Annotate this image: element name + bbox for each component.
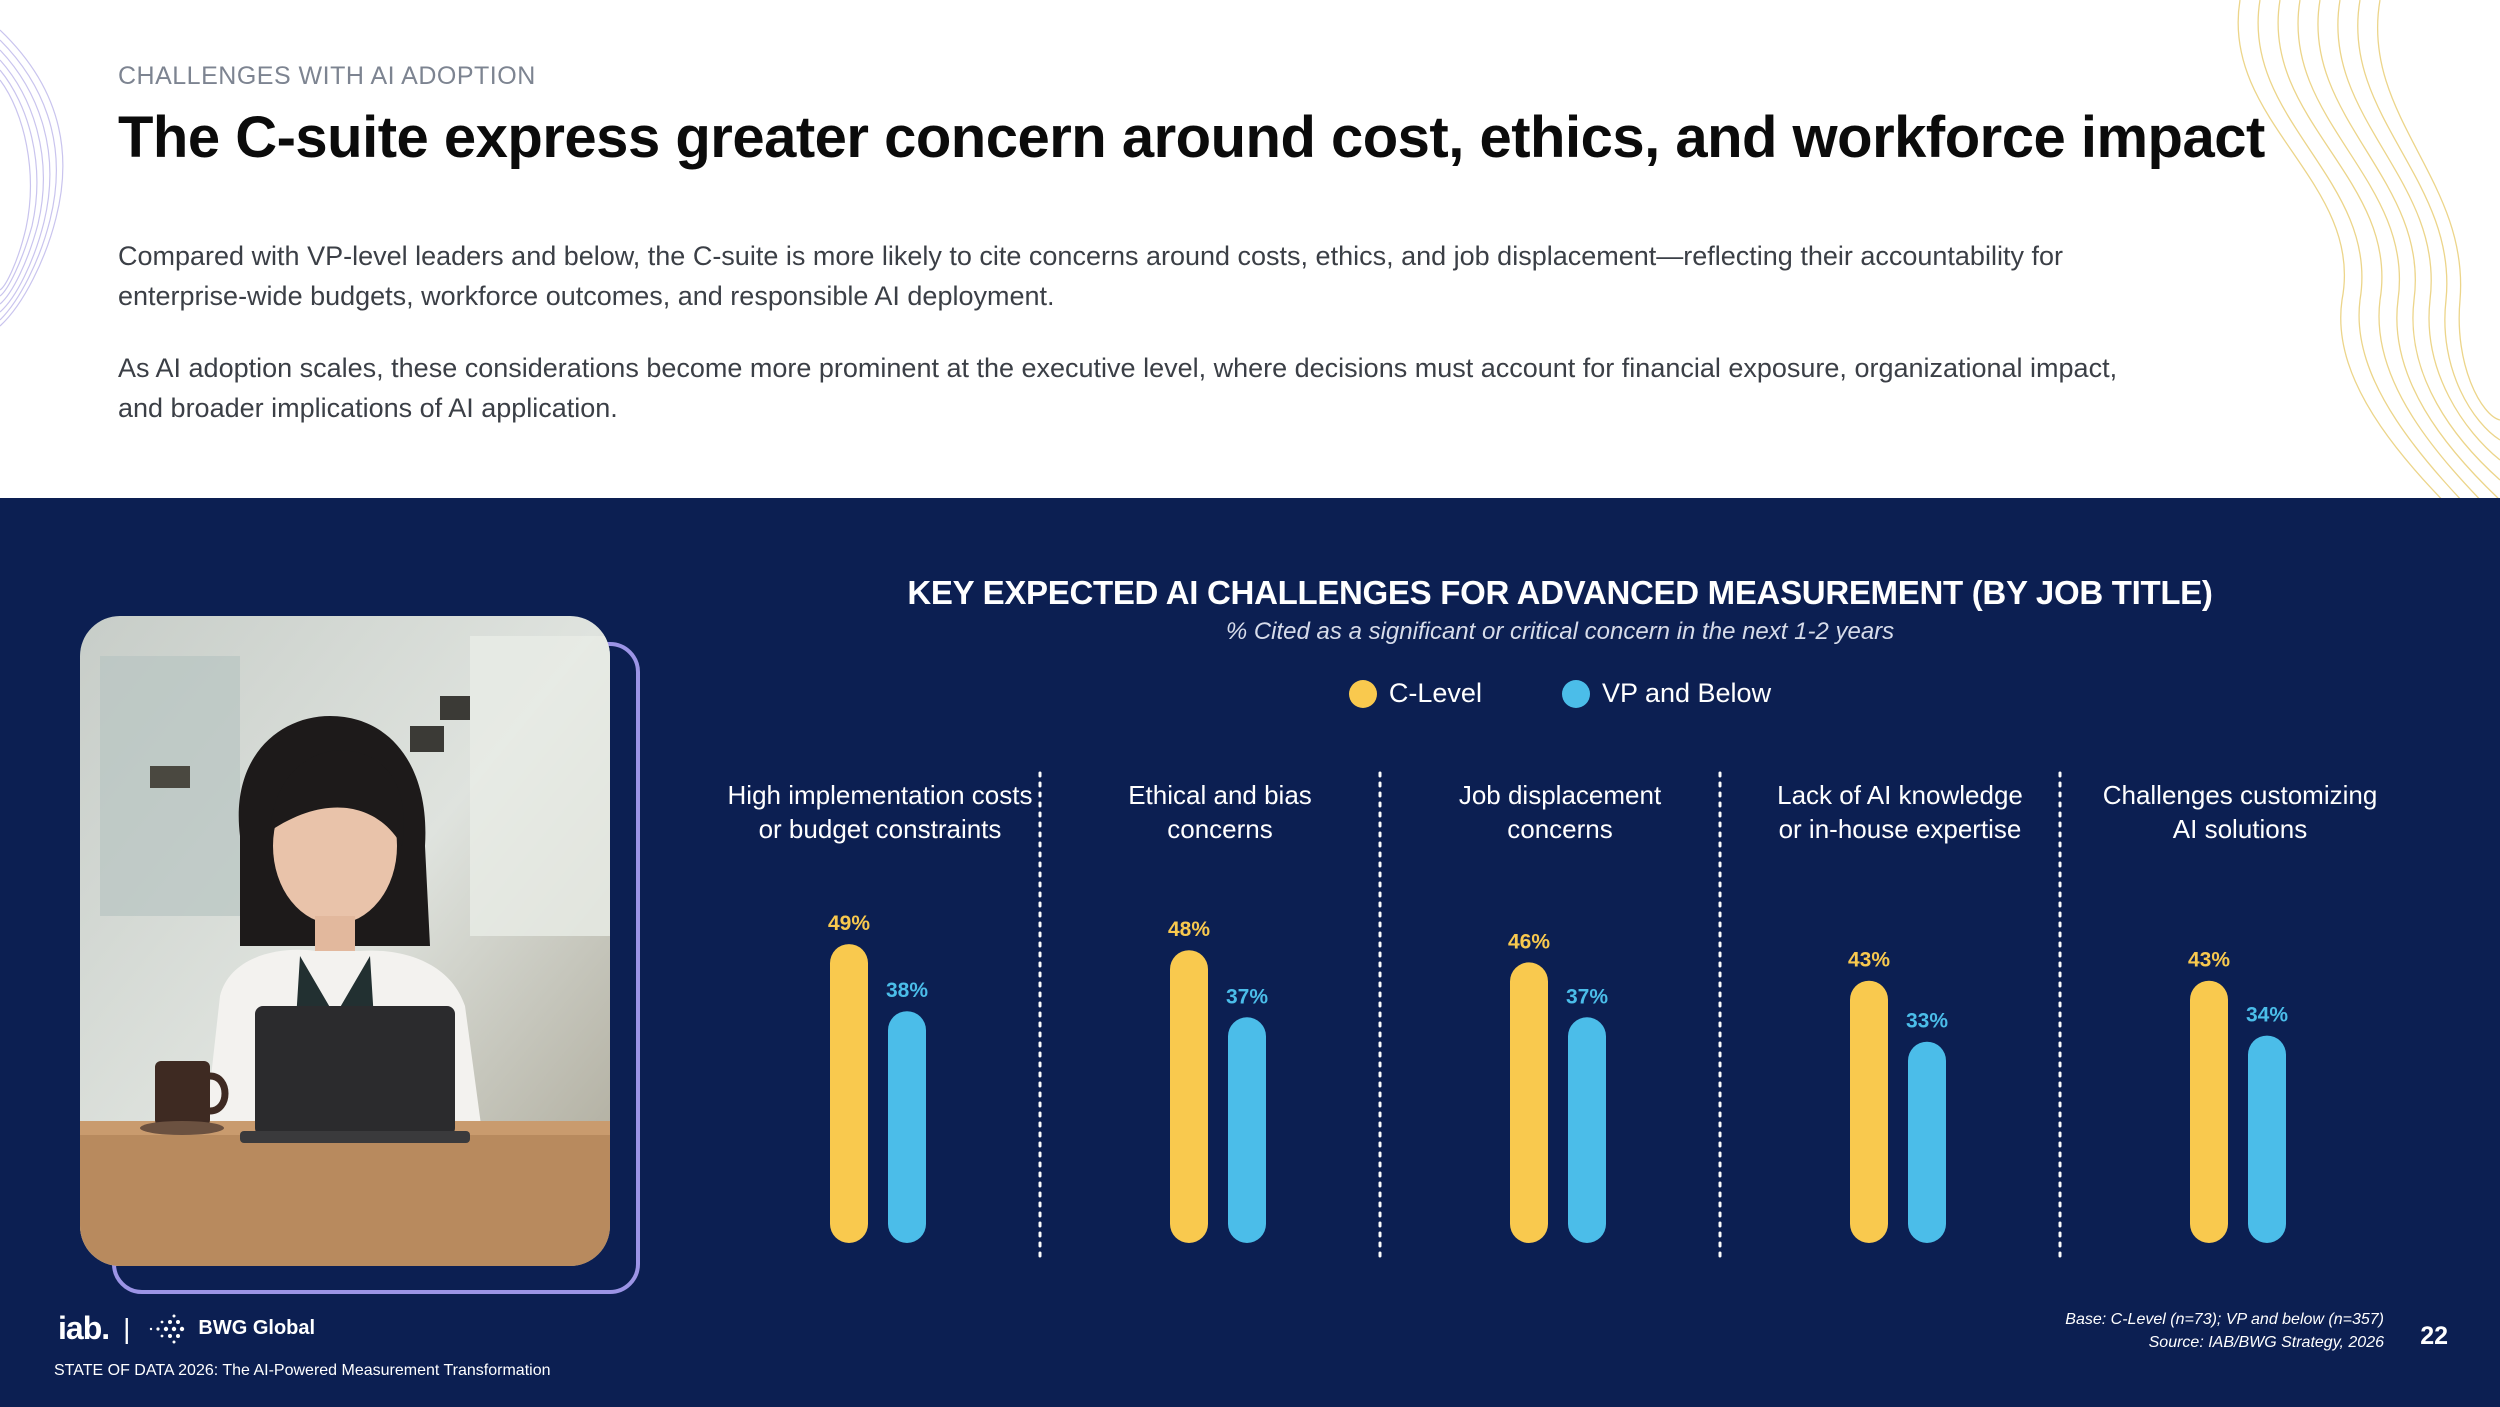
header-section: CHALLENGES WITH AI ADOPTION The C-suite … [0,0,2500,498]
page-number: 22 [2420,1322,2448,1350]
data-label: 43% [1848,949,1890,972]
decorative-wave-left [0,29,64,327]
footer-logos: iab. | BWG Global [58,1310,315,1347]
intro-paragraph-1: Compared with VP-level leaders and below… [118,241,2063,311]
data-label: 43% [2188,949,2230,972]
iab-logo: iab. [58,1310,110,1346]
source-note: Base: C-Level (n=73); VP and below (n=35… [2065,1308,2384,1354]
legend-label-c-level: C-Level [1388,678,1482,708]
legend-swatch-c-level [1348,679,1377,708]
legend-swatch-vp-and-below [1561,679,1590,708]
bar-c-level [1170,950,1208,1243]
category-label: High implementation costs or budget const… [728,780,1033,844]
chart-legend: C-Level VP and Below [720,678,2400,709]
chart-title: KEY EXPECTED AI CHALLENGES FOR ADVANCED … [907,574,2213,611]
photo-panel [80,556,650,1294]
bar-c-level [1850,980,1888,1243]
category-label: Job displacement concerns [1459,780,1662,844]
report-title: STATE OF DATA 2026: The AI-Powered Measu… [54,1362,551,1379]
page-title: The C-suite express greater concern arou… [118,105,2265,170]
data-label: 49% [828,912,870,935]
base-note: Base: C-Level (n=73); VP and below (n=35… [2065,1311,2384,1328]
bar-vp-and-below [1568,1017,1606,1243]
bar-c-level [830,944,868,1243]
bar-vp-and-below [1228,1017,1266,1243]
bar-c-level [1510,962,1548,1243]
decorative-wave-right [2237,0,2500,498]
bar-chart: High implementation costs or budget const… [728,771,2378,1265]
globe-icon [150,1314,185,1343]
data-label: 34% [2246,1004,2288,1027]
section-eyebrow: CHALLENGES WITH AI ADOPTION [118,62,536,90]
data-label: 46% [1508,930,1550,953]
data-label: 33% [1906,1010,1948,1033]
bar-vp-and-below [1908,1041,1946,1243]
bwg-logo-text: BWG Global [198,1317,316,1339]
chart-subtitle: % Cited as a significant or critical con… [1225,618,1895,645]
legend-item-vp-and-below: VP and Below [1561,678,1772,709]
data-label: 38% [886,979,928,1002]
data-label: 37% [1226,985,1268,1008]
woman-laptop-photo [80,616,610,1266]
data-label: 37% [1566,985,1608,1008]
chart-section: C-Level VP and Below KEY EXPECTED AI CHA… [0,498,2500,1407]
category-label: Challenges customizing AI solutions [2103,780,2378,844]
legend-item-c-level: C-Level [1348,678,1482,709]
bar-vp-and-below [2248,1035,2286,1243]
legend-label-vp-and-below: VP and Below [1601,678,1772,708]
bar-c-level [2190,980,2228,1243]
logo-separator: | [123,1312,131,1344]
category-label: Lack of AI knowledge or in-house expertis… [1777,780,2023,844]
category-label: Ethical and bias concerns [1128,780,1312,844]
bar-vp-and-below [888,1011,926,1243]
intro-paragraph-2: As AI adoption scales, these considerati… [118,353,2118,423]
chart-heading: KEY EXPECTED AI CHALLENGES FOR ADVANCED … [720,574,2400,646]
bwg-logo: BWG Global [144,1314,315,1344]
source-line: Source: IAB/BWG Strategy, 2026 [2148,1334,2384,1351]
data-label: 48% [1168,918,1210,941]
